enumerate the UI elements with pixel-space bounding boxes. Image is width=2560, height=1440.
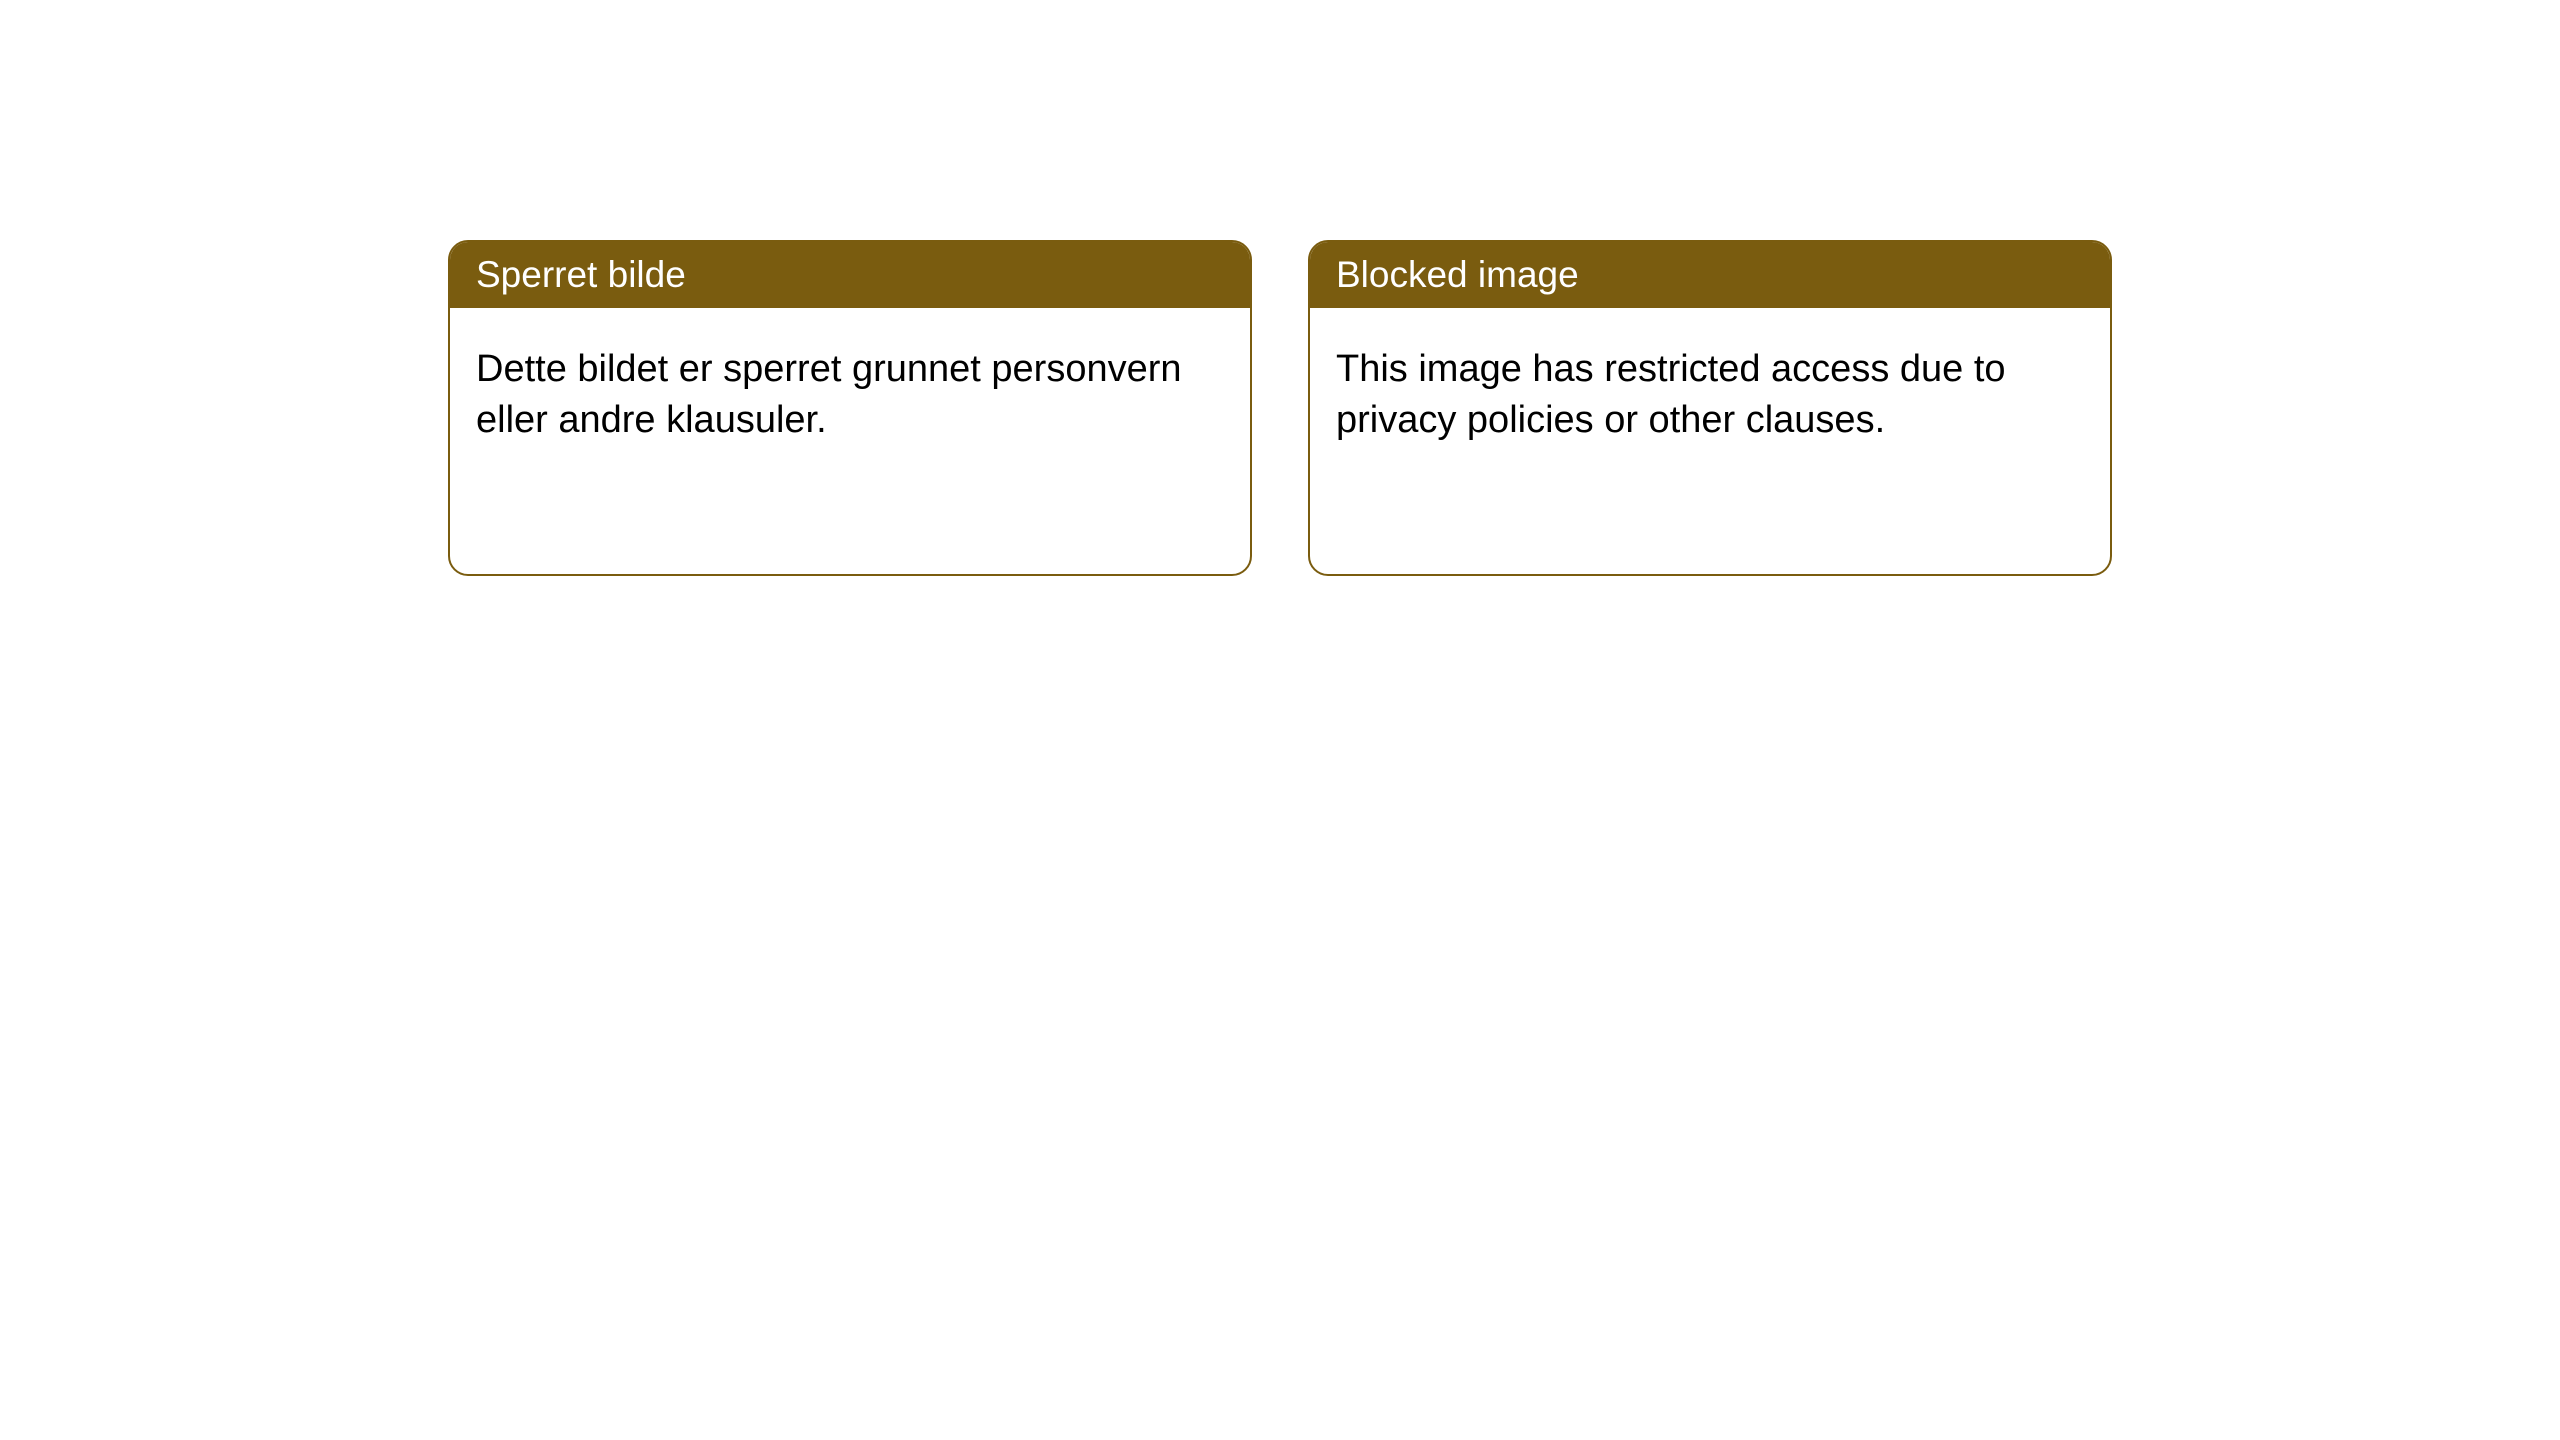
card-body: This image has restricted access due to … bbox=[1310, 308, 2110, 483]
card-header: Sperret bilde bbox=[450, 242, 1250, 308]
card-message: Dette bildet er sperret grunnet personve… bbox=[476, 348, 1182, 441]
card-title: Blocked image bbox=[1336, 254, 1579, 295]
blocked-image-card-no: Sperret bilde Dette bildet er sperret gr… bbox=[448, 240, 1252, 576]
blocked-image-card-en: Blocked image This image has restricted … bbox=[1308, 240, 2112, 576]
card-message: This image has restricted access due to … bbox=[1336, 348, 2006, 441]
card-header: Blocked image bbox=[1310, 242, 2110, 308]
notice-container: Sperret bilde Dette bildet er sperret gr… bbox=[0, 0, 2560, 576]
card-body: Dette bildet er sperret grunnet personve… bbox=[450, 308, 1250, 483]
card-title: Sperret bilde bbox=[476, 254, 686, 295]
